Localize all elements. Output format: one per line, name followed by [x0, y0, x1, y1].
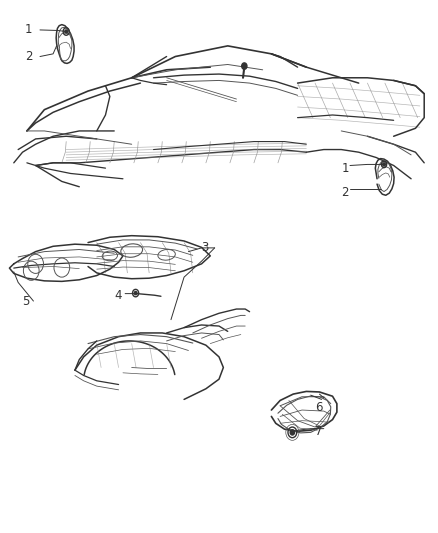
Text: 4: 4 [114, 289, 122, 302]
Text: 6: 6 [315, 401, 322, 414]
Circle shape [134, 292, 137, 295]
Text: 2: 2 [341, 185, 349, 199]
Text: 5: 5 [22, 295, 30, 308]
Circle shape [383, 163, 385, 166]
Text: 7: 7 [315, 425, 322, 438]
Circle shape [65, 30, 67, 33]
Text: 3: 3 [201, 241, 209, 254]
Circle shape [290, 430, 294, 435]
Text: 1: 1 [25, 23, 32, 36]
Circle shape [242, 63, 247, 69]
Text: 2: 2 [25, 50, 32, 63]
Text: 1: 1 [341, 161, 349, 175]
